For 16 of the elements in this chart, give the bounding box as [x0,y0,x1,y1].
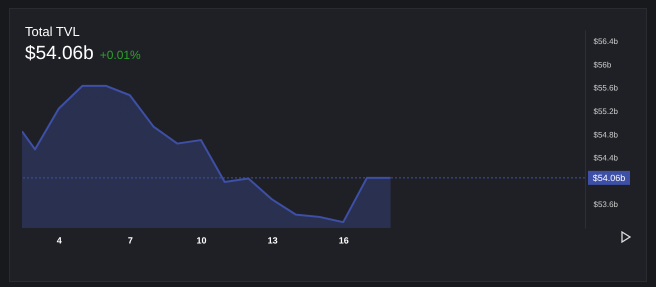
y-tick-label: $56b [594,60,612,70]
x-tick-label: 7 [128,236,133,246]
y-tick-label: $53.6b [594,200,619,210]
y-tick-label: $55.6b [594,84,619,93]
x-tick-label: 16 [338,236,349,246]
text: $54.06b [25,43,94,65]
y-tick-label: $54.4b [594,154,619,163]
annotation: +0.01% [100,48,141,62]
y-tick-label: $56.4b [594,37,619,46]
chart-title: Total TVL [25,24,81,39]
x-tick-label: 13 [268,236,278,246]
y-tick-label: $54.8b [594,130,619,140]
x-tick-label: 4 [56,236,62,246]
y-tick-label: $55.2b [594,107,619,116]
ref-line-label: $54.06b [592,172,626,183]
x-tick-label: 10 [196,236,206,246]
